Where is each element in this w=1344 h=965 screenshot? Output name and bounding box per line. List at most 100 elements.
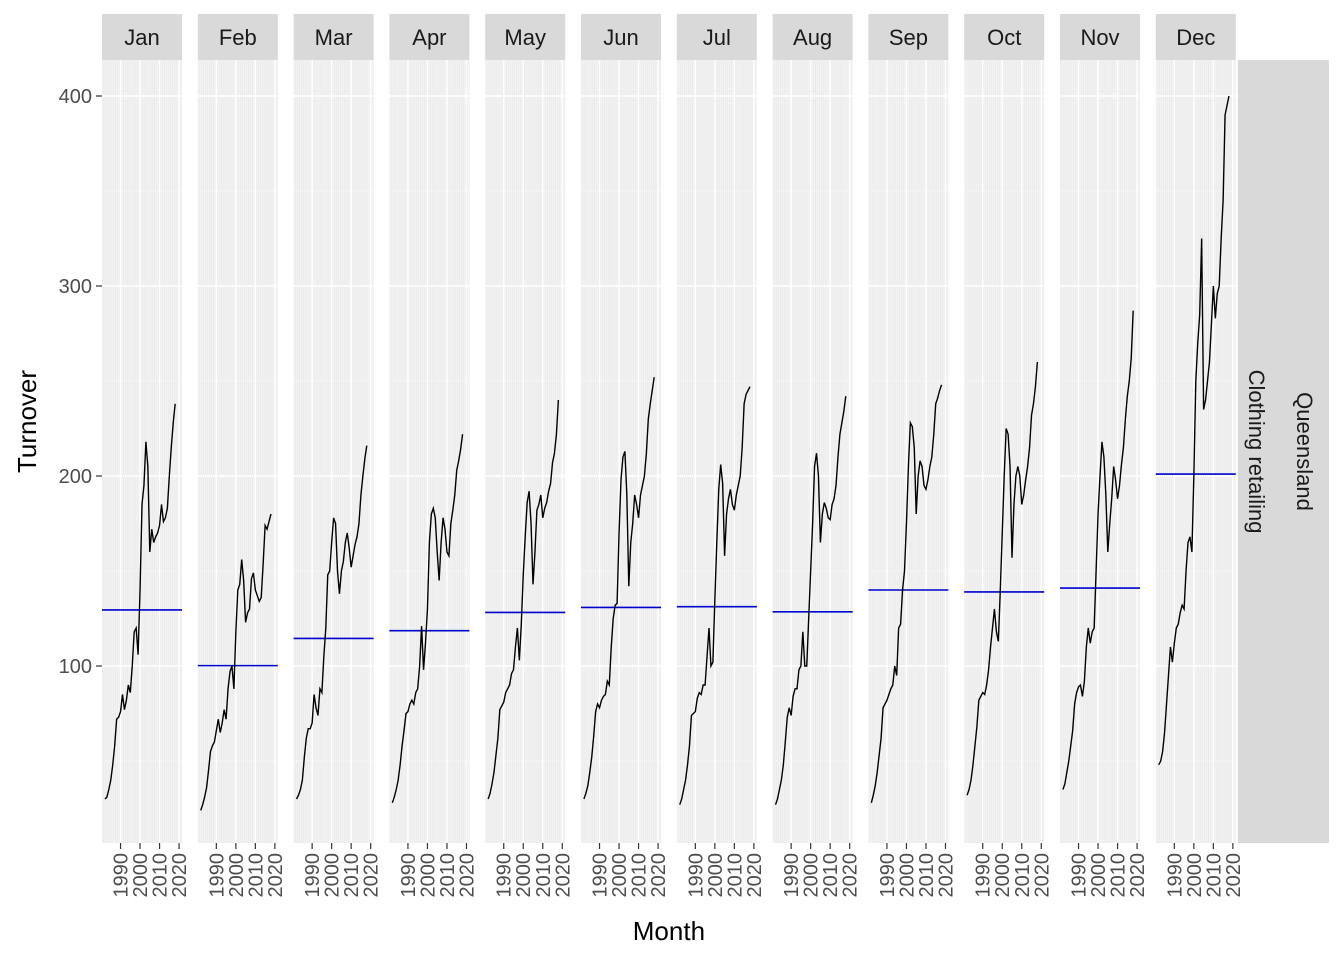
series-line xyxy=(583,377,655,800)
x-tick-label: 2010 xyxy=(916,853,938,898)
strip-label: Dec xyxy=(1176,25,1215,50)
series-line xyxy=(487,399,560,800)
series-line xyxy=(104,403,176,800)
x-tick-label: 2000 xyxy=(417,853,439,898)
strip-background xyxy=(1155,14,1236,60)
row-strip-label-region: Queensland xyxy=(1292,392,1317,511)
y-tick-label: 200 xyxy=(59,466,92,488)
x-tick-label: 2000 xyxy=(1088,853,1110,898)
x-tick-label: 1990 xyxy=(206,853,228,898)
x-tick-label: 2010 xyxy=(150,853,172,898)
x-tick-label: 2010 xyxy=(437,853,459,898)
x-tick-label: 2020 xyxy=(361,853,383,898)
strip-background xyxy=(676,14,757,60)
series-line xyxy=(679,386,751,805)
x-tick-label: 2020 xyxy=(456,853,478,898)
strip-label: Oct xyxy=(987,25,1021,50)
x-tick-label: 1990 xyxy=(877,853,899,898)
x-tick-label: 1990 xyxy=(1069,853,1091,898)
x-tick-label: 2010 xyxy=(629,853,651,898)
x-axis-title: Month xyxy=(633,916,705,946)
x-tick-label: 1990 xyxy=(685,853,707,898)
x-tick-label: 2000 xyxy=(1184,853,1206,898)
x-tick-label: 2010 xyxy=(533,853,555,898)
row-strip-label-industry: Clothing retailing xyxy=(1244,370,1269,534)
x-tick-label: 1990 xyxy=(398,853,420,898)
strip-label: Apr xyxy=(412,25,446,50)
x-tick-label: 1990 xyxy=(302,853,324,898)
row-strip: Queensland Clothing retailing xyxy=(1237,60,1329,843)
x-tick-label: 2020 xyxy=(840,853,862,898)
series-line xyxy=(966,361,1039,796)
strip-label: Sep xyxy=(889,25,928,50)
x-tick-label: 2000 xyxy=(992,853,1014,898)
strip-background xyxy=(293,14,374,60)
x-tick-label: 2010 xyxy=(820,853,842,898)
y-tick-label: 400 xyxy=(59,86,92,108)
x-tick-label: 2010 xyxy=(724,853,746,898)
y-axis-title: Turnover xyxy=(12,370,42,473)
x-tick-label: 2000 xyxy=(322,853,344,898)
x-tick-label: 1990 xyxy=(973,853,995,898)
x-tick-label: 2000 xyxy=(705,853,727,898)
x-tick-label: 2020 xyxy=(169,853,191,898)
x-tick-label: 2020 xyxy=(1223,853,1245,898)
x-tick-label: 2000 xyxy=(801,853,823,898)
strip-background xyxy=(485,14,566,60)
strip-background xyxy=(868,14,949,60)
x-tick-label: 2000 xyxy=(609,853,631,898)
x-tick-label: 1990 xyxy=(590,853,612,898)
series-line xyxy=(391,434,464,804)
y-tick-label: 100 xyxy=(59,656,92,678)
strip-label: Jan xyxy=(124,25,159,50)
strip-background xyxy=(1060,14,1140,60)
x-tick-label: 2010 xyxy=(341,853,363,898)
strip-label: Jul xyxy=(703,25,731,50)
x-tick-label: 1990 xyxy=(1164,853,1186,898)
facet-panels: Jan1990200020102020Feb1990200020102020Ma… xyxy=(102,14,1245,898)
x-tick-label: 2010 xyxy=(1012,853,1034,898)
strip-label: Nov xyxy=(1080,25,1119,50)
strip-label: Jun xyxy=(603,25,638,50)
x-tick-label: 2010 xyxy=(1203,853,1225,898)
y-tick-label: 300 xyxy=(59,276,92,298)
strip-background xyxy=(389,14,470,60)
strip-background xyxy=(102,14,182,60)
x-tick-label: 2020 xyxy=(648,853,670,898)
x-tick-label: 2020 xyxy=(935,853,957,898)
strip-label: Aug xyxy=(793,25,832,50)
x-tick-label: 1990 xyxy=(494,853,516,898)
x-tick-label: 2000 xyxy=(130,853,152,898)
x-tick-label: 2020 xyxy=(1031,853,1053,898)
strip-background xyxy=(581,14,661,60)
x-tick-label: 2020 xyxy=(265,853,287,898)
strip-label: May xyxy=(504,25,546,50)
x-tick-label: 1990 xyxy=(781,853,803,898)
series-line xyxy=(870,384,943,803)
x-tick-label: 2010 xyxy=(245,853,267,898)
x-tick-label: 2020 xyxy=(1127,853,1149,898)
x-tick-label: 2000 xyxy=(226,853,248,898)
strip-background xyxy=(772,14,853,60)
series-line xyxy=(774,396,847,805)
strip-background xyxy=(197,14,278,60)
y-axis: 100 200 300 400 xyxy=(59,86,102,678)
x-tick-label: 2010 xyxy=(1108,853,1130,898)
strip-label: Mar xyxy=(315,25,353,50)
x-tick-label: 2000 xyxy=(896,853,918,898)
strip-label: Feb xyxy=(219,25,257,50)
x-tick-label: 2020 xyxy=(744,853,766,898)
